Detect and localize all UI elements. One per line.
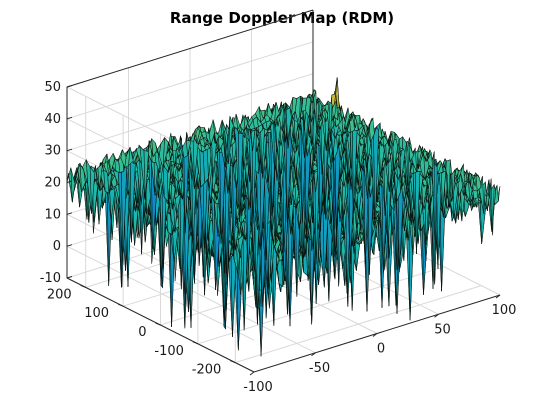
chart-title: Range Doppler Map (RDM): [170, 9, 394, 27]
surface-plot: [66, 77, 501, 357]
